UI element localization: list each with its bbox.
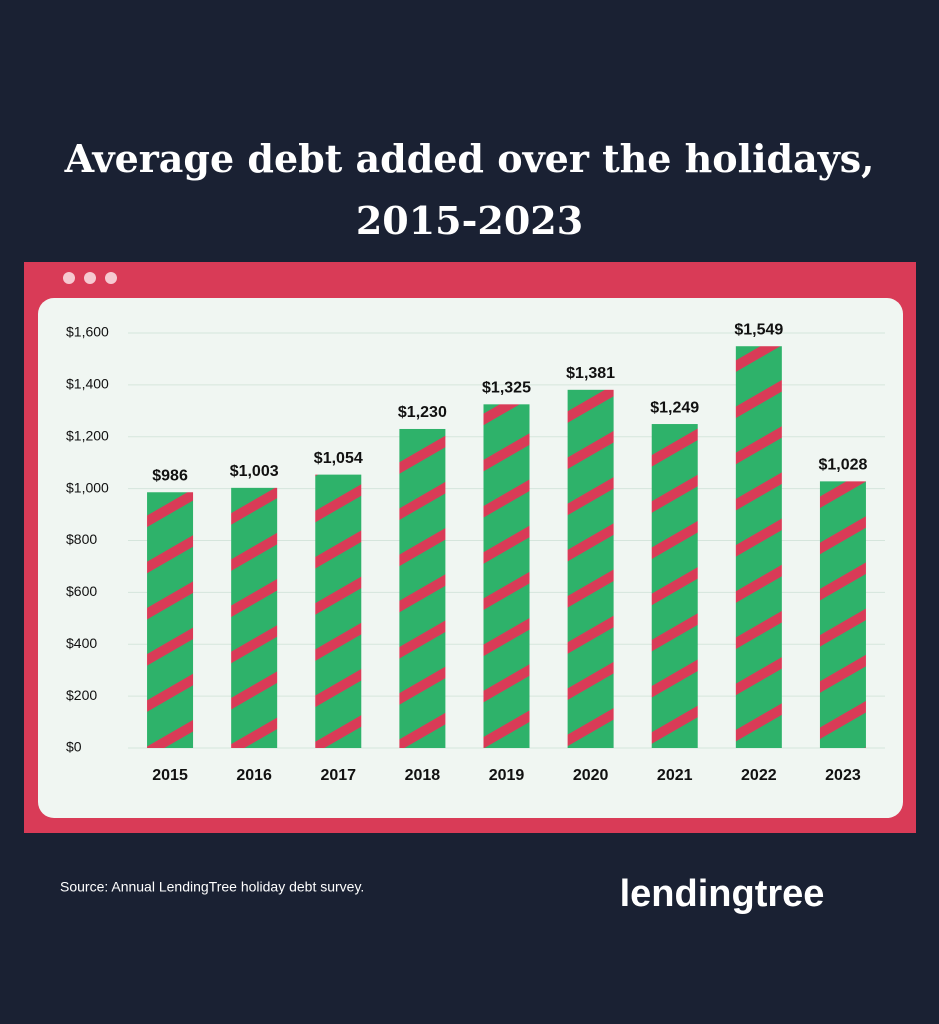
dot: [84, 272, 96, 284]
source: Source: Annual LendingTree holiday debt …: [60, 879, 364, 895]
value-label: $1,028: [818, 457, 867, 474]
y-tick-label: $600: [66, 583, 97, 599]
bar: [147, 492, 194, 748]
x-tick-label: 2015: [152, 767, 188, 784]
chart-title: Average debt added over the holidays, 20…: [64, 136, 875, 243]
value-label: $1,230: [398, 404, 447, 421]
x-tick-label: 2017: [320, 767, 356, 784]
value-label: $1,325: [482, 380, 531, 397]
x-tick-label: 2016: [236, 767, 272, 784]
x-tick-label: 2020: [573, 767, 609, 784]
bar: [315, 474, 362, 748]
y-tick-label: $1,600: [66, 324, 109, 340]
value-label: $1,003: [230, 463, 279, 480]
bar: [399, 428, 446, 748]
y-tick-label: $400: [66, 635, 97, 651]
logo: lendingtree: [620, 873, 825, 915]
value-label: $1,549: [734, 321, 783, 338]
x-tick-label: 2023: [825, 767, 861, 784]
bar: [819, 481, 866, 748]
value-label: $1,054: [314, 450, 363, 467]
x-tick-label: 2018: [405, 767, 441, 784]
y-tick-label: $1,000: [66, 479, 109, 495]
dot: [63, 272, 75, 284]
value-label: $1,249: [650, 399, 699, 416]
dot: [105, 272, 117, 284]
y-tick-label: $1,400: [66, 376, 109, 392]
y-tick-label: $1,200: [66, 427, 109, 443]
x-tick-label: 2022: [741, 767, 777, 784]
y-tick-label: $0: [66, 739, 82, 755]
value-label: $1,381: [566, 365, 615, 382]
bar: [651, 424, 698, 748]
x-tick-label: 2019: [489, 767, 525, 784]
bar: [567, 389, 614, 748]
y-tick-label: $200: [66, 687, 97, 703]
bar: [231, 487, 278, 748]
value-label: $986: [152, 467, 188, 484]
x-tick-label: 2021: [657, 767, 693, 784]
bar: [483, 404, 530, 748]
bar: [735, 346, 782, 748]
y-tick-label: $800: [66, 531, 97, 547]
